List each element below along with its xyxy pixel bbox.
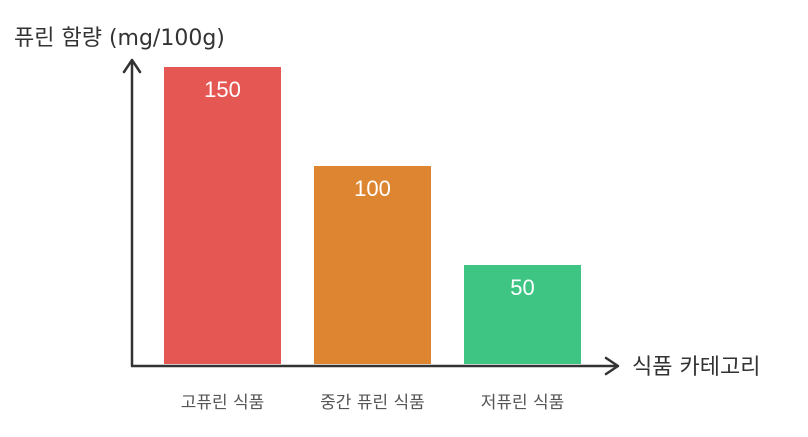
bars: 150 고퓨린 식품 100 중간 퓨린 식품 50 저퓨린 식품 (164, 67, 581, 413)
data-label-1: 150 (204, 77, 241, 102)
x-tick-label-2: 중간 퓨린 식품 (320, 393, 425, 413)
x-axis-label: 식품 카테고리 (632, 355, 760, 380)
x-tick-label-3: 저퓨린 식품 (481, 393, 565, 413)
data-label-3: 50 (510, 275, 534, 300)
data-label-2: 100 (354, 176, 391, 201)
x-axis (131, 356, 620, 376)
y-axis-label: 퓨린 함량 (mg/100g) (14, 26, 225, 51)
bar-3 (464, 265, 581, 364)
y-axis (122, 58, 142, 366)
bar-2 (314, 166, 431, 364)
x-tick-label-1: 고퓨린 식품 (181, 393, 265, 413)
bar-1 (164, 67, 281, 364)
